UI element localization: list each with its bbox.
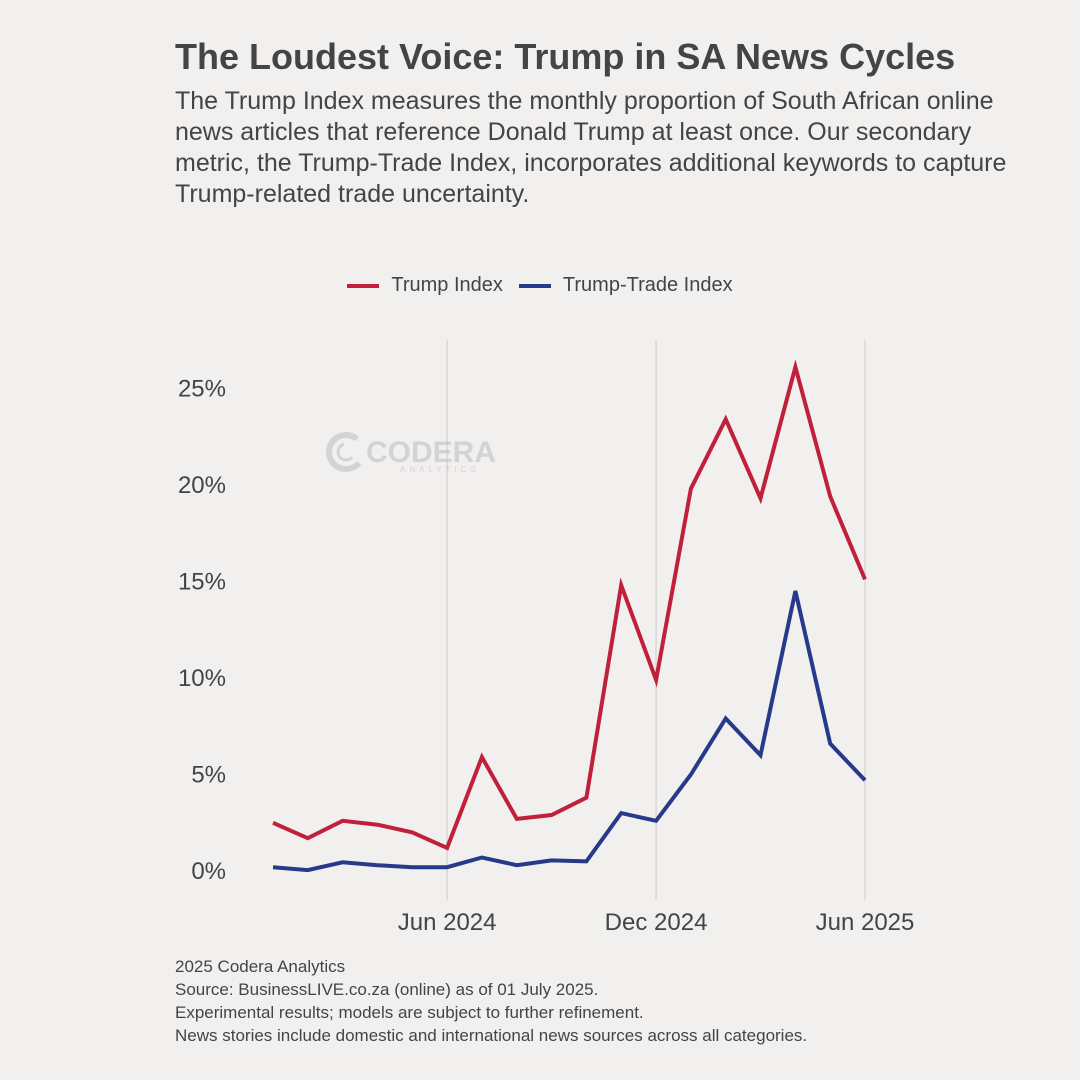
legend-item-trump-index: Trump Index	[347, 274, 503, 297]
series-line-trump-trade-index	[272, 590, 867, 873]
x-tick-label: Dec 2024	[605, 909, 708, 936]
footer-notes: 2025 Codera Analytics Source: BusinessLI…	[175, 955, 807, 1047]
footer-copyright: 2025 Codera Analytics	[175, 957, 346, 976]
watermark-sub-text: ANALYTICS	[400, 465, 480, 474]
y-tick-label: 15%	[178, 568, 226, 595]
legend-swatch-trump-index	[347, 283, 380, 288]
y-tick-label: 10%	[178, 665, 226, 692]
x-tick-label: Jun 2025	[816, 909, 915, 936]
series-lines	[272, 359, 867, 873]
y-tick-label: 0%	[191, 858, 226, 885]
legend: Trump Index Trump-Trade Index	[0, 274, 1080, 297]
y-tick-label: 5%	[191, 761, 226, 788]
chart-subtitle: The Trump Index measures the monthly pro…	[175, 87, 1007, 208]
series-line-trump-index	[272, 359, 867, 851]
x-axis: Jun 2024 Dec 2024 Jun 2025	[398, 909, 915, 936]
x-tick-label: Jun 2024	[398, 909, 497, 936]
chart-title: The Loudest Voice: Trump in SA News Cycl…	[175, 36, 956, 77]
legend-label-trump-trade-index: Trump-Trade Index	[562, 274, 733, 296]
legend-item-trump-trade-index: Trump-Trade Index	[518, 274, 733, 297]
legend-swatch-trump-trade-index	[518, 283, 551, 288]
legend-label-trump-index: Trump Index	[391, 274, 503, 296]
footer-coverage-note: News stories include domestic and intern…	[175, 1026, 808, 1045]
watermark-brand-text: CODERA	[366, 436, 496, 469]
footer-source: Source: BusinessLIVE.co.za (online) as o…	[175, 980, 599, 999]
y-tick-label: 25%	[178, 375, 226, 402]
grid-lines	[446, 340, 866, 900]
footer-disclaimer: Experimental results; models are subject…	[175, 1003, 644, 1022]
codera-watermark-logo: CODERA ANALYTICS	[326, 432, 496, 474]
y-tick-label: 20%	[178, 472, 226, 499]
y-axis: 0% 5% 10% 15% 20% 25%	[178, 375, 226, 885]
